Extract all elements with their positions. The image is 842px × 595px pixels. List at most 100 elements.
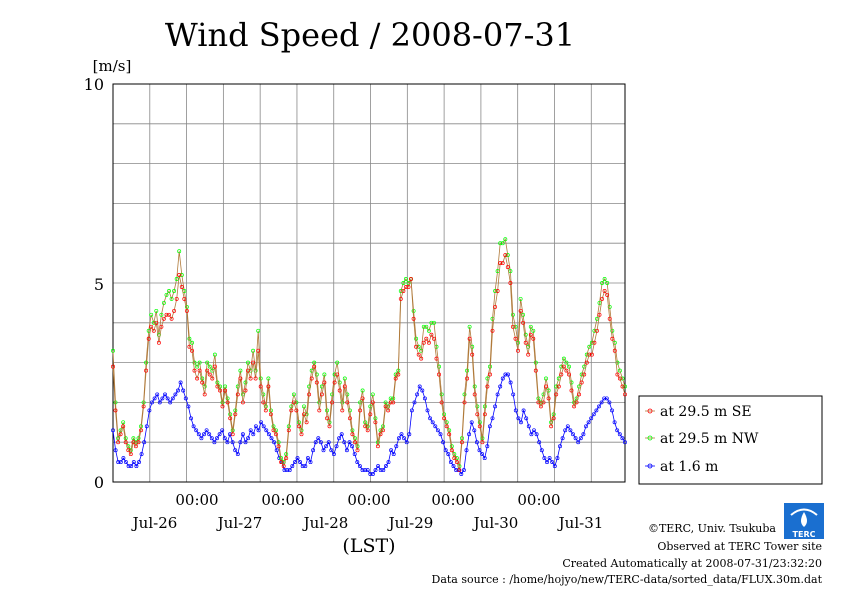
x-tick-date-label: Jul-29	[387, 514, 434, 532]
series-point-0	[276, 444, 281, 449]
series-point-0	[495, 289, 500, 293]
series-point-2	[321, 448, 326, 453]
series-point-0	[144, 368, 149, 373]
series-point-2	[490, 416, 495, 421]
series-point-2	[482, 456, 487, 461]
series-point-0	[365, 428, 370, 433]
series-point-1	[401, 281, 406, 285]
series-point-2	[519, 420, 523, 425]
series-point-0	[340, 408, 345, 413]
series-point-0	[126, 448, 131, 453]
series-point-0	[139, 428, 143, 433]
series-point-0	[337, 388, 342, 393]
series-point-2	[363, 468, 368, 473]
series-point-0	[490, 328, 495, 333]
series-point-0	[602, 289, 607, 293]
series-point-2	[150, 400, 154, 405]
series-point-1	[238, 368, 243, 373]
series-point-1	[388, 396, 393, 401]
series-point-1	[190, 340, 194, 345]
logo-drop-icon	[801, 512, 807, 527]
series-point-2	[191, 424, 196, 429]
series-point-2	[261, 424, 266, 429]
series-point-0	[133, 444, 138, 449]
series-point-2	[376, 464, 381, 469]
series-point-0	[574, 400, 579, 405]
series-point-0	[161, 316, 166, 321]
series-point-2	[113, 448, 118, 453]
legend-box	[638, 395, 823, 485]
series-point-0	[600, 296, 605, 301]
series-point-0	[200, 380, 205, 385]
series-point-0	[454, 460, 459, 465]
series-point-0	[164, 312, 169, 317]
series-point-1	[587, 344, 592, 349]
series-point-2	[181, 388, 186, 393]
series-point-0	[179, 285, 184, 289]
series-point-0	[610, 336, 615, 341]
series-point-0	[274, 432, 278, 437]
series-point-0	[617, 376, 622, 381]
series-point-2	[578, 436, 583, 441]
series-point-2	[342, 440, 347, 445]
series-point-0	[240, 400, 245, 405]
x-tick-date-label: Jul-30	[472, 514, 519, 532]
series-point-2	[131, 460, 136, 465]
series-point-1	[223, 384, 228, 389]
series-point-2	[461, 468, 466, 473]
series-point-2	[430, 420, 435, 425]
series-point-0	[559, 372, 564, 377]
series-point-0	[584, 360, 589, 365]
series-point-0	[256, 348, 261, 353]
series-point-2	[355, 460, 360, 465]
series-point-2	[274, 448, 279, 453]
series-point-2	[506, 372, 510, 377]
series-point-0	[424, 336, 429, 341]
series-point-0	[261, 400, 266, 405]
series-point-0	[149, 324, 154, 329]
series-point-2	[212, 440, 217, 445]
series-point-2	[615, 428, 620, 433]
series-point-2	[207, 432, 212, 437]
series-point-0	[393, 376, 398, 381]
x-tick-date-label: Jul-28	[302, 514, 349, 532]
series-point-2	[534, 432, 539, 437]
series-point-2	[524, 416, 529, 421]
series-point-2	[516, 416, 521, 421]
series-point-2	[581, 432, 586, 437]
series-point-0	[297, 424, 301, 429]
series-point-2	[597, 404, 601, 409]
series-point-1	[167, 289, 171, 293]
series-point-0	[398, 296, 403, 301]
series-point-1	[584, 352, 589, 357]
series-point-2	[137, 460, 141, 465]
series-point-2	[344, 448, 349, 453]
series-point-1	[589, 340, 594, 345]
series-point-1	[592, 328, 597, 333]
series-point-2	[264, 428, 269, 433]
series-point-1	[533, 360, 538, 365]
series-point-1	[426, 328, 431, 333]
series-point-2	[329, 448, 334, 453]
series-point-0	[391, 400, 396, 405]
series-point-2	[558, 444, 562, 449]
series-point-0	[207, 372, 212, 377]
x-tick-time-label: 00:00	[261, 491, 304, 509]
x-tick-date-label: Jul-26	[131, 514, 178, 532]
series-point-2	[155, 392, 160, 397]
series-point-0	[416, 352, 421, 357]
series-point-2	[118, 460, 123, 465]
series-point-0	[205, 368, 210, 373]
series-point-2	[230, 440, 235, 445]
series-point-0	[218, 388, 222, 393]
series-point-0	[370, 400, 375, 405]
series-point-0	[378, 432, 383, 437]
chart-title: Wind Speed / 2008-07-31	[165, 16, 575, 54]
series-point-1	[482, 404, 487, 409]
series-point-2	[298, 460, 303, 465]
series-point-0	[177, 273, 182, 277]
series-point-1	[538, 400, 543, 405]
series-point-2	[545, 460, 549, 465]
series-point-1	[383, 400, 388, 405]
series-point-2	[157, 400, 162, 405]
